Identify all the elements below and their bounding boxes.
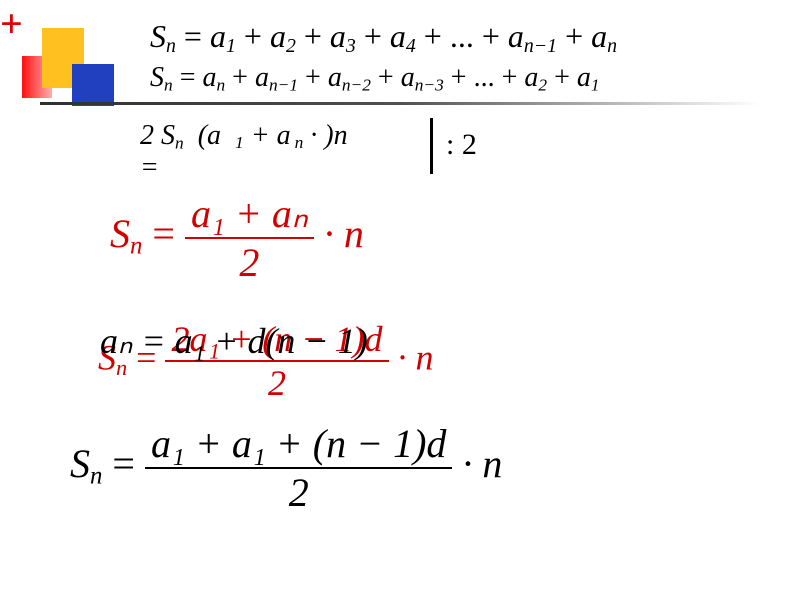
formula-sn-red: Sn = a₁ + aₙ 2 · n bbox=[110, 190, 364, 286]
double-sum-line1: 2 Sn (a1 + an · )n bbox=[140, 120, 348, 153]
sum-forward: Sn = a1 + a2 + a3 + a4 + ... + an−1 + an bbox=[150, 18, 617, 58]
double-sum-line2: = bbox=[140, 152, 159, 184]
overlap-black-formula: aₙ = a₁ + d(n − 1) bbox=[100, 320, 368, 362]
divide-by-two: : 2 bbox=[446, 128, 477, 162]
sum-reverse: Sn = an + an−1 + an−2 + an−3 + ... + a2 … bbox=[150, 62, 600, 95]
divide-bar bbox=[430, 118, 433, 174]
title-rule bbox=[40, 102, 760, 105]
deco-square-blue bbox=[72, 64, 114, 106]
formula-final: Sn = a₁ + a₁ + (n − 1)d 2 · n bbox=[70, 420, 502, 516]
